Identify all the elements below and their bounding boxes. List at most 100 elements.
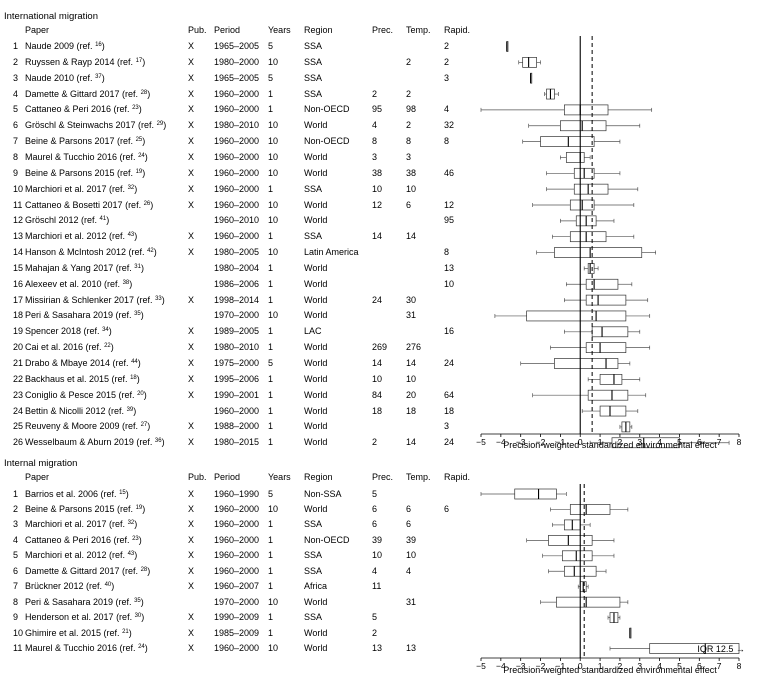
paper-name: Beine & Parsons 2015 (ref. <box>25 503 134 514</box>
years-cell: 10 <box>268 120 279 131</box>
paper-name: Maurel & Tucchio 2016 (ref. <box>25 643 136 653</box>
paper-name: Naude 2009 (ref. <box>25 41 93 51</box>
row-number: 4 <box>13 534 19 545</box>
box-iqr <box>587 263 595 274</box>
row-number: 7 <box>13 581 19 592</box>
x-tick-label: −1 <box>556 661 566 671</box>
pub-cell: X <box>188 104 195 115</box>
row-number: 5 <box>13 550 19 561</box>
temp-cell: 6 <box>406 519 412 530</box>
x-tick-label: 8 <box>737 437 742 447</box>
pub-cell: X <box>188 488 195 499</box>
region-cell: World <box>304 373 328 384</box>
paper-cell: Maurel & Tucchio 2016 (ref. 24) <box>25 643 148 653</box>
paper-cell: Cattaneo & Bosetti 2017 (ref. 26) <box>25 199 154 210</box>
row-number: 3 <box>13 72 19 83</box>
pub-cell: X <box>188 581 195 592</box>
paper-cell: Peri & Sasahara 2019 (ref. 35) <box>25 596 144 607</box>
row-number: 12 <box>13 215 24 226</box>
paper-name: Marchiori et al. 2017 (ref. <box>25 183 126 194</box>
temp-cell: 98 <box>406 104 417 115</box>
temp-cell: 14 <box>406 358 417 368</box>
x-tick-label: −3 <box>516 661 526 671</box>
box-iqr <box>548 534 593 546</box>
years-cell: 1 <box>268 326 274 337</box>
prec-cell: 10 <box>372 373 383 384</box>
ref-number: 27 <box>140 422 148 429</box>
rapid-cell: 3 <box>444 72 450 83</box>
paper-name: Reuveny & Moore 2009 (ref. <box>25 421 139 432</box>
prec-cell: 10 <box>372 183 383 194</box>
temp-cell: 6 <box>406 503 412 514</box>
section-title: International migration <box>4 11 98 22</box>
pub-cell: X <box>188 421 195 432</box>
prec-cell: 4 <box>372 120 378 131</box>
box-iqr <box>599 405 627 417</box>
years-cell: 1 <box>268 389 274 400</box>
ref-number: 17 <box>135 57 143 64</box>
period-cell: 1960–2000 <box>214 167 260 178</box>
region-cell: World <box>304 596 328 607</box>
years-cell: 5 <box>268 41 274 51</box>
column-header: Temp. <box>406 472 431 482</box>
rapid-cell: 95 <box>444 215 455 226</box>
pub-cell: X <box>188 183 195 194</box>
box-iqr <box>573 183 609 195</box>
ref-number: 25 <box>135 137 143 144</box>
ref-number: 41 <box>99 216 107 223</box>
row-number: 2 <box>13 56 19 67</box>
x-tick-label: 5 <box>677 661 682 671</box>
paper-name: Missirian & Schlenker 2017 (ref. <box>25 294 153 305</box>
ref-number: 16 <box>95 42 102 48</box>
prec-cell: 14 <box>372 358 383 368</box>
paper-cell: Marchiori et al. 2017 (ref. 32) <box>25 183 138 194</box>
region-cell: Africa <box>304 581 328 592</box>
row-number: 25 <box>13 421 24 432</box>
region-cell: SSA <box>304 550 323 561</box>
region-cell: Non-OECD <box>304 534 350 545</box>
pub-cell: X <box>188 534 195 545</box>
prec-cell: 38 <box>372 167 383 178</box>
temp-cell: 30 <box>406 294 417 305</box>
x-tick-label: 7 <box>717 661 722 671</box>
ref-number: 33 <box>155 295 162 302</box>
prec-cell: 11 <box>372 581 382 592</box>
rapid-cell: 8 <box>444 136 450 147</box>
column-header: Region <box>304 25 333 35</box>
paper-name: Barrios et al. 2006 (ref. <box>25 488 117 499</box>
region-cell: World <box>304 120 328 131</box>
row-number: 24 <box>13 405 24 416</box>
prec-cell: 18 <box>372 405 383 416</box>
paper-cell: Missirian & Schlenker 2017 (ref. 33) <box>25 294 165 305</box>
x-tick-label: −2 <box>536 437 546 447</box>
rapid-cell: 24 <box>444 358 455 368</box>
ref-number: 32 <box>127 520 135 527</box>
paper-name: Marchiori et al. 2012 (ref. <box>25 231 126 242</box>
ref-number: 31 <box>134 263 141 270</box>
prec-cell: 3 <box>372 151 378 162</box>
ref-number: 19 <box>135 504 143 511</box>
column-header: Rapid. <box>444 25 471 35</box>
row-number: 9 <box>13 612 19 623</box>
column-header: Temp. <box>406 25 431 35</box>
box-iqr <box>556 596 621 608</box>
paper-name: Coniglio & Pesce 2015 (ref. <box>25 389 135 400</box>
temp-cell: 2 <box>406 88 412 99</box>
prec-cell: 2 <box>372 627 378 638</box>
period-cell: 1965–2005 <box>214 41 260 51</box>
period-cell: 1960–2000 <box>214 550 260 561</box>
paper-cell: Ruyssen & Rayp 2014 (ref. 17) <box>25 56 146 67</box>
temp-cell: 39 <box>406 534 417 545</box>
region-cell: World <box>304 421 328 432</box>
x-tick-label: 1 <box>598 661 603 671</box>
paper-name: Marchiori et al. 2017 (ref. <box>25 519 126 530</box>
paper-name: Peri & Sasahara 2019 (ref. <box>25 310 132 321</box>
pub-cell: X <box>188 358 195 368</box>
pub-cell: X <box>188 120 195 131</box>
row-number: 1 <box>13 41 19 51</box>
paper-name: Mahajan & Yang 2017 (ref. <box>25 262 132 273</box>
row-number: 23 <box>13 389 24 400</box>
region-cell: World <box>304 437 328 448</box>
years-cell: 10 <box>268 215 279 226</box>
years-cell: 1 <box>268 104 274 115</box>
